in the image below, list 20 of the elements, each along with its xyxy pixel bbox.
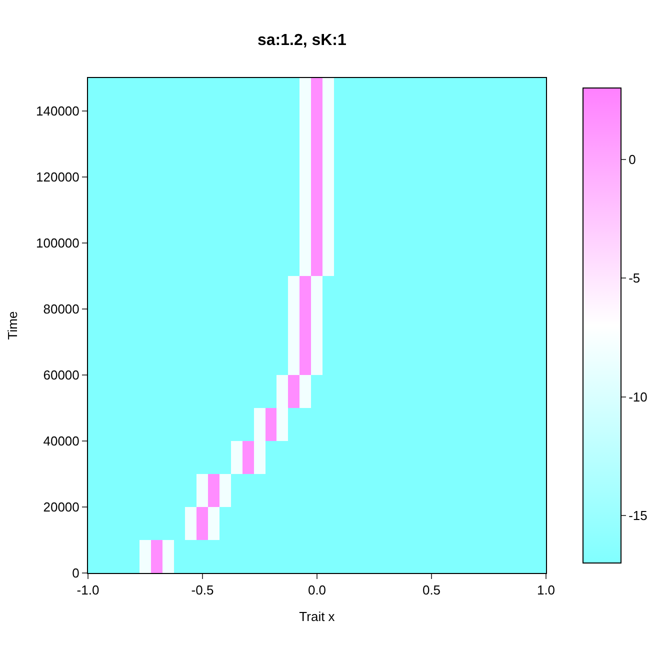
y-tick-label: 80000 xyxy=(43,302,80,317)
y-axis-title: Time xyxy=(4,311,20,340)
x-tick-label: -1.0 xyxy=(76,582,100,598)
y-tick-label: 140000 xyxy=(36,104,80,119)
x-tick-label: 1.0 xyxy=(536,582,556,598)
y-tick-label: 120000 xyxy=(36,170,80,185)
chart-title: sa:1.2, sK:1 xyxy=(257,32,347,49)
x-axis-title: Trait x xyxy=(299,609,336,624)
color-bar-label: -15 xyxy=(628,508,648,524)
x-tick-label: 0.0 xyxy=(308,582,326,598)
x-tick-label: -0.5 xyxy=(191,582,214,598)
color-bar-label: 0 xyxy=(628,152,636,167)
y-tick-label: 40000 xyxy=(43,434,80,449)
y-tick-label: 100000 xyxy=(36,236,80,251)
y-tick-label: 20000 xyxy=(43,500,80,515)
color-bar-label: -5 xyxy=(628,270,640,286)
x-tick-label: 0.5 xyxy=(422,582,441,598)
y-tick-label: 60000 xyxy=(43,368,80,383)
y-tick-label: 0 xyxy=(72,566,80,581)
color-bar-label: -10 xyxy=(628,389,648,404)
